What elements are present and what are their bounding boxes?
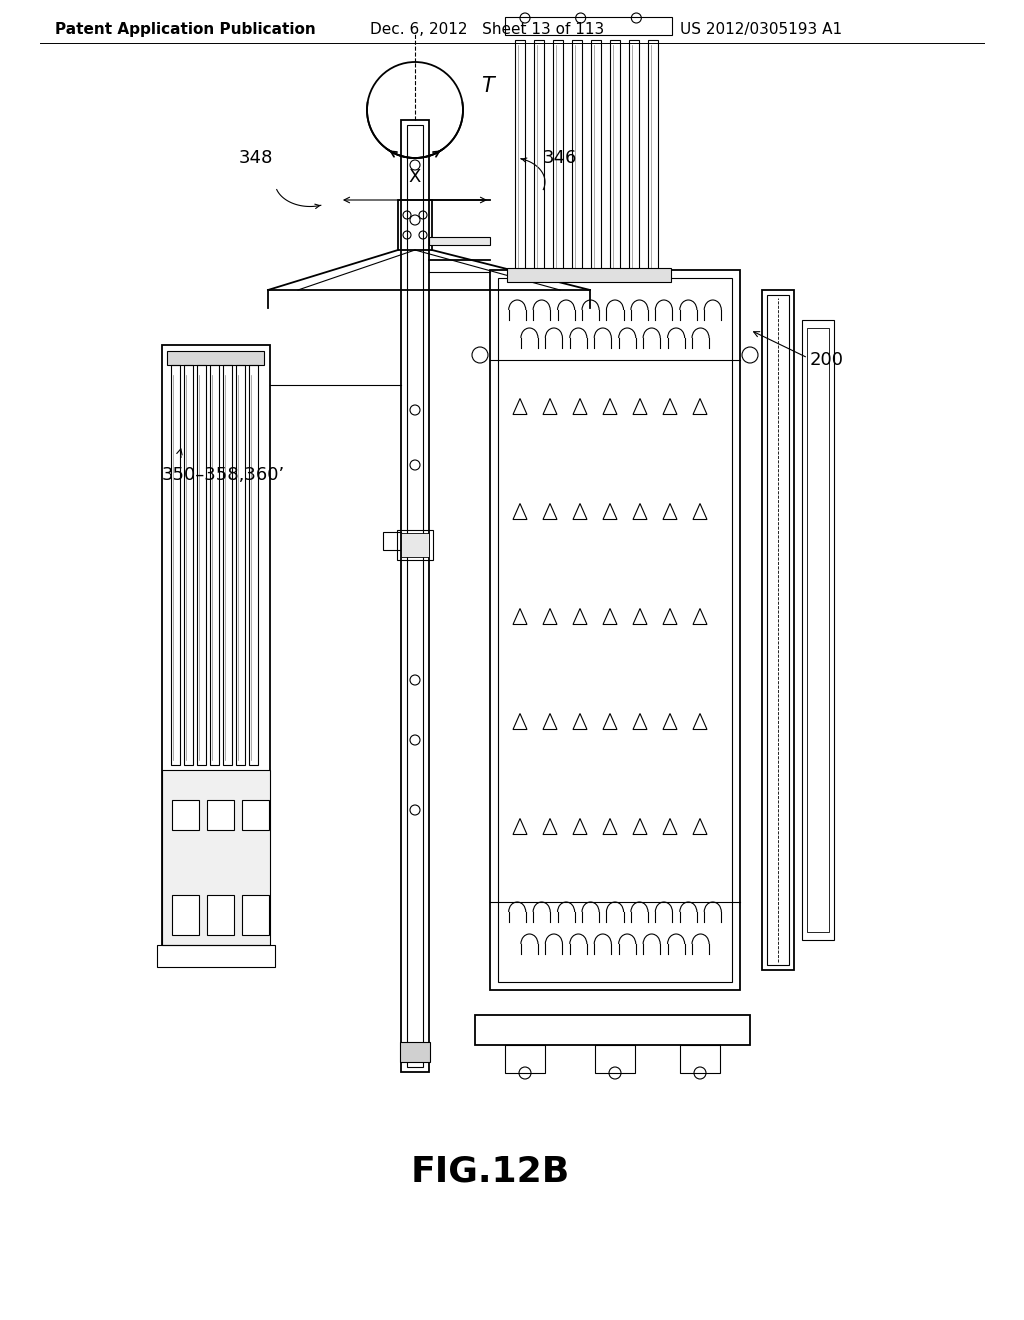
- Bar: [429, 238, 490, 246]
- Bar: [591, 40, 601, 280]
- Bar: [490, 271, 740, 990]
- Bar: [167, 351, 263, 366]
- Bar: [222, 366, 231, 766]
- Bar: [236, 366, 245, 766]
- Bar: [498, 279, 732, 982]
- Text: 348: 348: [239, 149, 273, 168]
- Bar: [505, 1045, 545, 1073]
- Text: FIG.12B: FIG.12B: [411, 1154, 569, 1188]
- Bar: [171, 366, 179, 766]
- Bar: [397, 531, 433, 560]
- Bar: [242, 800, 269, 830]
- Bar: [534, 40, 544, 280]
- Bar: [610, 40, 620, 280]
- Bar: [629, 40, 639, 280]
- Bar: [210, 366, 218, 766]
- Bar: [648, 40, 658, 280]
- Text: 346: 346: [543, 149, 578, 168]
- Bar: [398, 201, 432, 249]
- Bar: [401, 533, 429, 557]
- Bar: [172, 800, 199, 830]
- Bar: [207, 800, 234, 830]
- Bar: [802, 319, 834, 940]
- Bar: [505, 17, 672, 36]
- Bar: [407, 125, 423, 1067]
- Bar: [162, 345, 270, 945]
- Bar: [162, 770, 270, 945]
- Text: T: T: [481, 77, 494, 96]
- Bar: [572, 40, 582, 280]
- Bar: [553, 40, 563, 280]
- Bar: [475, 1015, 750, 1045]
- Bar: [401, 120, 429, 1072]
- Bar: [807, 327, 829, 932]
- Bar: [183, 366, 193, 766]
- Text: Dec. 6, 2012   Sheet 13 of 113: Dec. 6, 2012 Sheet 13 of 113: [370, 22, 604, 37]
- Text: US 2012/0305193 A1: US 2012/0305193 A1: [680, 22, 842, 37]
- Bar: [242, 895, 269, 935]
- Bar: [767, 294, 790, 965]
- Bar: [400, 1041, 430, 1063]
- Bar: [197, 366, 206, 766]
- Bar: [507, 268, 671, 282]
- Bar: [680, 1045, 720, 1073]
- Text: 350–358,360’: 350–358,360’: [162, 466, 286, 484]
- Bar: [172, 895, 199, 935]
- Text: 200: 200: [810, 351, 844, 370]
- Bar: [515, 40, 525, 280]
- Text: X: X: [409, 168, 421, 186]
- Text: Patent Application Publication: Patent Application Publication: [55, 22, 315, 37]
- Bar: [157, 945, 275, 968]
- Bar: [207, 895, 234, 935]
- Bar: [249, 366, 257, 766]
- Bar: [595, 1045, 635, 1073]
- Bar: [762, 290, 794, 970]
- Bar: [383, 532, 401, 550]
